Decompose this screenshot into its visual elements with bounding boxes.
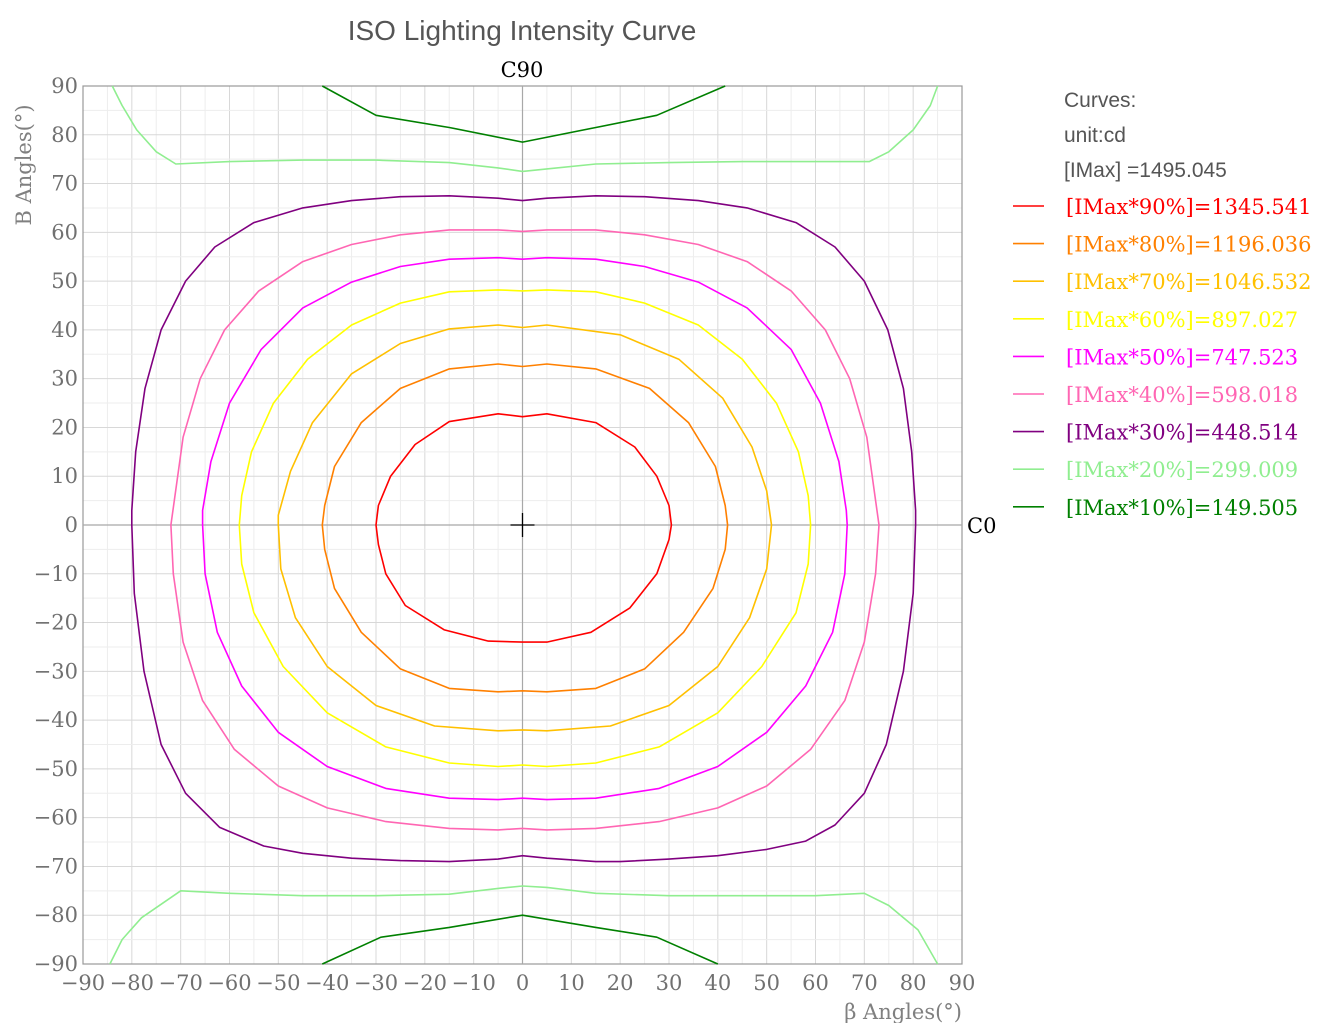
legend-entry: [IMax*40%]=598.018: [1066, 383, 1298, 407]
y-tick-label: −80: [34, 903, 78, 927]
y-tick-label: −30: [34, 659, 78, 683]
legend-header-line: [IMax] =1495.045: [1064, 159, 1227, 182]
y-tick-label: −70: [34, 854, 78, 878]
x-tick-label: 90: [949, 971, 976, 995]
x-tick-label: −80: [110, 971, 154, 995]
legend-entry: [IMax*30%]=448.514: [1066, 421, 1298, 445]
x-tick-label: −40: [305, 971, 349, 995]
y-tick-label: 0: [65, 513, 78, 537]
chart-title: ISO Lighting Intensity Curve: [348, 15, 697, 46]
top-axis-label: C90: [501, 58, 544, 82]
iso-curve-4-segment-0: [201, 256, 848, 801]
x-tick-label: −70: [159, 971, 203, 995]
x-tick-label: −90: [61, 971, 105, 995]
y-tick-label: 30: [51, 367, 78, 391]
iso-curve-7-segment-0: [111, 85, 939, 173]
legend-header-line: Curves:: [1064, 89, 1136, 112]
y-tick-label: −10: [34, 562, 78, 586]
legend-entry: [IMax*20%]=299.009: [1066, 458, 1298, 482]
iso-curve-8-segment-1: [321, 914, 719, 965]
x-tick-label: 0: [516, 971, 529, 995]
x-tick-label: 10: [558, 971, 585, 995]
y-tick-label: 20: [51, 415, 78, 439]
y-tick-label: 10: [51, 464, 78, 488]
x-tick-label: −60: [207, 971, 251, 995]
y-tick-label: 80: [51, 123, 78, 147]
y-tick-label: −40: [34, 708, 78, 732]
x-tick-label: 60: [802, 971, 829, 995]
legend-header-line: unit:cd: [1064, 124, 1126, 147]
iso-curves: [109, 85, 939, 965]
x-tick-label: −10: [452, 971, 496, 995]
x-tick-label: 80: [900, 971, 927, 995]
right-axis-label: C0: [967, 514, 996, 538]
legend-entry: [IMax*90%]=1345.541: [1066, 195, 1312, 219]
y-tick-label: −90: [34, 952, 78, 976]
y-tick-label: 40: [51, 318, 78, 342]
iso-curve-6-segment-0: [131, 195, 917, 863]
x-tick-label: −20: [403, 971, 447, 995]
legend-entry: [IMax*50%]=747.523: [1066, 345, 1298, 369]
iso-curve-5-segment-0: [170, 229, 880, 831]
x-tick-label: 70: [851, 971, 878, 995]
y-tick-label: −20: [34, 611, 78, 635]
iso-curve-1-segment-0: [321, 363, 729, 693]
legend-entry: [IMax*70%]=1046.532: [1066, 270, 1312, 294]
x-tick-label: −50: [256, 971, 300, 995]
x-tick-label: 20: [607, 971, 634, 995]
y-tick-label: 60: [51, 220, 78, 244]
tick-labels: −90 −80 −70 −60 −50 −40 −30 −20 −10 0 10 20 30 40 50 60…: [34, 74, 976, 995]
iso-curve-0-segment-0: [375, 413, 673, 643]
legend: Curves: unit:cd [IMax] =1495.045 [IMax*90%]…: [1013, 89, 1312, 520]
x-tick-label: 50: [753, 971, 780, 995]
x-tick-label: −30: [354, 971, 398, 995]
x-tick-label: 40: [704, 971, 731, 995]
iso-curve-2-segment-0: [277, 324, 773, 732]
y-tick-label: 50: [51, 269, 78, 293]
y-tick-label: −50: [34, 757, 78, 781]
legend-entry: [IMax*10%]=149.505: [1066, 496, 1298, 520]
x-axis-label: β Angles(°): [844, 1000, 962, 1023]
legend-entry: [IMax*60%]=897.027: [1066, 308, 1298, 332]
y-tick-label: −60: [34, 806, 78, 830]
y-axis-label: B Angles(°): [12, 104, 36, 225]
y-tick-label: 70: [51, 172, 78, 196]
y-tick-label: 90: [51, 74, 78, 98]
x-tick-label: 30: [656, 971, 683, 995]
axes: [82, 85, 963, 965]
iso-curve-7-segment-1: [109, 885, 939, 965]
legend-entry: [IMax*80%]=1196.036: [1066, 233, 1312, 257]
iso-curve-8-segment-0: [321, 85, 726, 143]
iso-curve-3-segment-0: [238, 289, 812, 768]
